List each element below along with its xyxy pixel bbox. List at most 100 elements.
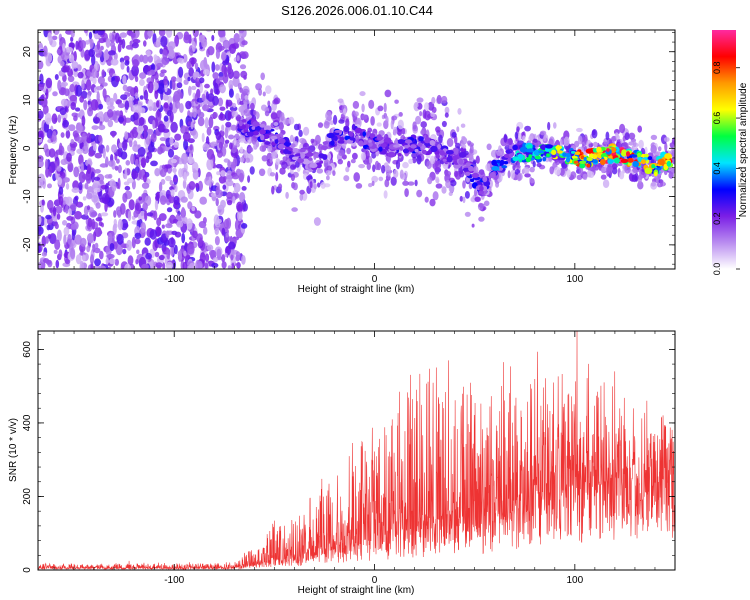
spectrogram-cell [134, 238, 141, 245]
spectrogram-cell [430, 135, 436, 140]
spectrogram-cell [64, 88, 70, 97]
spectrogram-cell [165, 261, 174, 269]
spectrogram-cell [73, 166, 80, 178]
spectrogram-cell [100, 45, 104, 51]
spectrogram-cell [540, 144, 547, 150]
spectrogram-cell [134, 75, 139, 83]
spectrogram-cell [264, 110, 270, 117]
spectrogram-cell [166, 30, 173, 38]
spectrogram-cell [160, 35, 168, 48]
spectrogram-cell [158, 254, 165, 261]
spectrogram-cell [368, 99, 375, 109]
spectrogram-cell [122, 248, 127, 255]
spectrogram-cell [285, 191, 289, 199]
spectrogram-cell [161, 57, 170, 65]
spectrogram-cell [280, 112, 285, 122]
spectrogram-cell [233, 137, 237, 146]
spectrogram-cell [427, 176, 433, 185]
spectrogram-cell [462, 196, 466, 204]
spectrogram-cell [62, 220, 68, 226]
spectrogram-cell [67, 234, 72, 245]
spectrogram-cell [146, 212, 154, 217]
spectrogram-cell [86, 192, 93, 200]
spectrogram-cell [41, 235, 47, 248]
spectrogram-cell [270, 135, 278, 140]
spectrogram-cell [116, 182, 120, 189]
spectrogram-cell [70, 247, 76, 260]
spectrogram-cell [267, 145, 272, 153]
spectrogram-cell [529, 166, 535, 173]
spectrogram-cell [164, 164, 172, 169]
spectrogram-cell [553, 122, 557, 129]
spectrogram-cell [156, 83, 165, 95]
spectrogram-cell [353, 172, 361, 182]
spectrogram-cell [377, 105, 384, 112]
spectrogram-cell [574, 140, 580, 148]
spectrogram-cell [456, 126, 460, 133]
spectrogram-cell [236, 262, 241, 269]
spectrogram-cell [435, 176, 440, 184]
spectrogram-cell [60, 158, 68, 166]
spectrogram-cell [199, 252, 206, 264]
spectrogram-cell [260, 134, 265, 141]
spectrogram-cell [650, 181, 658, 190]
spectrogram-cell [414, 179, 418, 187]
spectrogram-cell [147, 144, 155, 153]
spectrogram-cell [86, 245, 91, 253]
spectrogram-cell [159, 195, 167, 206]
spectrogram-cell [82, 254, 86, 262]
spectrogram-cell [226, 200, 233, 206]
spectrogram-cell [201, 93, 206, 102]
spectrogram-cell [55, 205, 63, 214]
spectrogram-cell [475, 155, 480, 164]
spectrogram-cell [95, 53, 102, 58]
spectrogram-cell [588, 143, 593, 148]
spectrogram-cell [199, 196, 207, 205]
spectrogram-cell [199, 59, 208, 71]
spectrogram-cell [132, 112, 139, 121]
spectrogram-cell [408, 148, 414, 153]
spectrogram-cell [178, 66, 184, 78]
spectrogram-cell [224, 66, 228, 78]
spectrogram-cell [421, 144, 426, 150]
spectrogram-cell [76, 148, 84, 155]
spectrogram-cell [404, 188, 409, 198]
spectrogram-cell [368, 183, 373, 188]
spectrogram-cell [215, 198, 219, 207]
spectrogram-cell [128, 199, 135, 211]
spectrogram-cell [525, 157, 532, 163]
spectrogram-cell [391, 115, 398, 121]
spectrogram-cell [70, 139, 75, 144]
spectrogram-cell [178, 250, 182, 263]
spectrogram-cell [308, 145, 316, 153]
spectrogram-cell [73, 50, 77, 62]
spectrogram-cell [132, 104, 140, 114]
spectrogram-cell [277, 143, 286, 150]
spectrogram-cell [94, 117, 100, 124]
spectrogram-cell [47, 234, 52, 239]
spectrogram-cell [627, 162, 632, 166]
spectrogram-cell [416, 97, 424, 103]
spectrogram-cell [390, 176, 397, 186]
spectrogram-cell [314, 134, 321, 145]
spectrogram-cell [507, 138, 513, 146]
spectrogram-cell [239, 156, 245, 163]
spectrogram-cell [224, 139, 230, 144]
spectrogram-cell [532, 160, 536, 168]
spectrogram-cell [212, 112, 218, 119]
spectrogram-cell [203, 226, 208, 235]
spectrogram-cell [227, 62, 232, 75]
spectrogram-cell [399, 145, 404, 151]
spectrogram-cell [596, 163, 603, 168]
y-tick-label: 20 [22, 46, 33, 58]
spectrogram-cell [191, 41, 196, 53]
spectrogram-cell [479, 185, 484, 192]
spectrogram-ylabel: Frequency (Hz) [8, 116, 19, 185]
spectrogram-cell [470, 178, 475, 183]
spectrogram-cell [451, 155, 459, 161]
spectrogram-cell [501, 165, 508, 169]
spectrogram-cell [424, 138, 431, 144]
spectrogram-cell [142, 54, 149, 64]
spectrogram-cell [143, 89, 149, 101]
